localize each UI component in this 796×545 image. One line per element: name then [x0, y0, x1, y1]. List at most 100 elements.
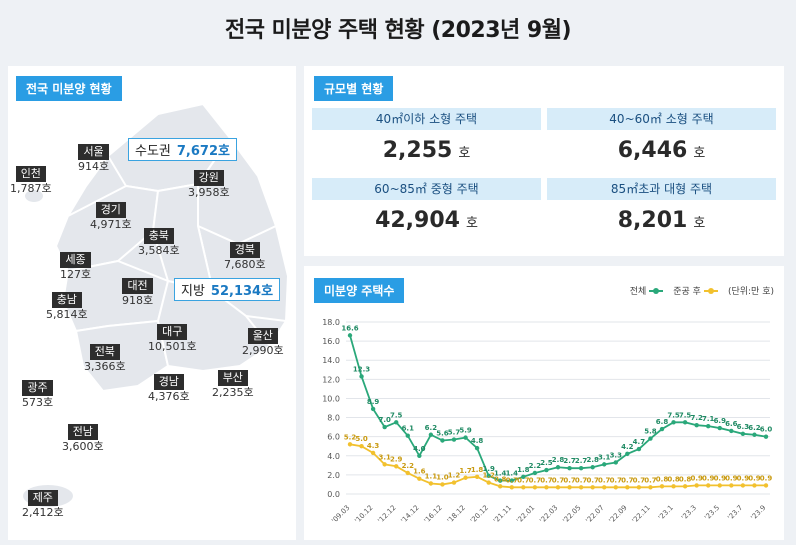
data-point	[405, 470, 410, 476]
region-jeju: 제주 2,412호	[22, 490, 64, 519]
data-label: 0.8	[656, 475, 669, 483]
page-title: 전국 미분양 주택 현황 (2023년 9월)	[224, 18, 572, 43]
data-point	[613, 460, 618, 465]
data-point	[763, 483, 769, 488]
data-point	[648, 485, 653, 490]
data-label: 6.2	[425, 424, 438, 432]
data-label: 6.0	[760, 426, 773, 434]
data-point	[347, 442, 353, 447]
data-point	[625, 451, 630, 457]
y-tick-label: 10.0	[322, 394, 340, 403]
data-point	[347, 333, 353, 338]
data-point	[740, 431, 746, 436]
x-tick-label: '22.07	[584, 504, 605, 525]
data-point	[428, 481, 434, 486]
data-point	[440, 482, 445, 487]
data-label: 6.3	[737, 423, 750, 431]
x-tick-label: '10.12	[353, 504, 374, 525]
x-tick-label: '18.12	[446, 504, 467, 525]
map-tab: 전국 미분양 현황	[16, 76, 122, 101]
data-label: 2.8	[552, 456, 565, 464]
data-point	[509, 485, 514, 490]
data-point	[578, 485, 584, 490]
data-label: 0.7	[506, 476, 519, 484]
data-label: 0.7	[575, 476, 588, 484]
data-label: 0.7	[529, 476, 542, 484]
data-label: 0.8	[494, 475, 507, 483]
x-tick-label: '12.12	[376, 504, 397, 525]
region-gyeongnam: 경남 4,376호	[148, 374, 190, 403]
x-tick-label: '20.12	[469, 504, 490, 525]
data-label: 6.1	[402, 425, 415, 433]
data-label: 6.9	[714, 417, 727, 425]
metro-area-box: 수도권 7,672호	[128, 138, 237, 161]
data-point	[590, 465, 595, 470]
data-label: 7.1	[702, 415, 715, 423]
data-point	[532, 485, 538, 490]
data-point	[682, 484, 688, 489]
data-label: 2.9	[390, 455, 403, 463]
data-point	[602, 462, 607, 467]
size-cell: 60~85㎡ 중형 주택 42,904 호	[312, 178, 541, 244]
data-label: 16.6	[341, 324, 358, 332]
data-point	[636, 446, 642, 452]
data-label: 2.7	[563, 457, 576, 465]
data-label: 0.9	[748, 474, 761, 482]
y-tick-label: 14.0	[322, 356, 340, 365]
data-point	[717, 425, 722, 431]
data-point	[382, 462, 387, 467]
data-point	[370, 450, 376, 456]
data-label: 0.7	[633, 476, 646, 484]
data-label: 0.9	[714, 474, 727, 482]
data-label: 1.4	[494, 470, 507, 478]
region-gangwon: 강원 3,958호	[188, 170, 230, 199]
data-label: 4.7	[633, 438, 646, 446]
x-tick-label: '22.01	[515, 504, 536, 525]
data-label: 0.7	[586, 476, 599, 484]
data-point	[671, 484, 676, 489]
data-label: 0.9	[760, 474, 773, 482]
data-label: 1.1	[425, 472, 438, 480]
data-label: 0.7	[552, 476, 565, 484]
data-point	[659, 484, 665, 489]
size-cell: 85㎡초과 대형 주택 8,201 호	[547, 178, 776, 244]
data-point	[451, 480, 457, 485]
data-point	[359, 444, 364, 449]
data-point	[729, 428, 734, 434]
y-tick-label: 2.0	[327, 471, 340, 480]
data-point	[474, 474, 480, 479]
region-seoul: 서울 914호	[78, 144, 110, 173]
data-label: 1.8	[517, 466, 530, 474]
data-point	[498, 478, 503, 483]
data-point	[428, 432, 434, 437]
data-point	[382, 424, 387, 430]
size-cell: 40㎡이하 소형 주택 2,255 호	[312, 108, 541, 174]
region-jeonbuk: 전북 3,366호	[84, 344, 126, 373]
chart-legend: 전체 준공 후 (단위:만 호)	[630, 284, 774, 297]
data-point	[359, 374, 364, 379]
y-tick-label: 4.0	[327, 452, 340, 461]
data-label: 4.2	[621, 443, 634, 451]
region-sejong: 세종 127호	[60, 252, 92, 281]
data-point	[648, 436, 653, 441]
data-label: 0.8	[667, 475, 680, 483]
region-jeonnam: 전남 3,600호	[62, 424, 104, 453]
y-tick-label: 6.0	[327, 433, 340, 442]
data-label: 7.5	[667, 411, 680, 419]
size-tab: 규모별 현황	[314, 76, 394, 101]
data-label: 1.6	[413, 468, 426, 476]
data-point	[694, 423, 699, 428]
data-label: 2.2	[529, 462, 542, 470]
x-tick-label: '21.11	[492, 504, 513, 525]
data-label: 0.9	[725, 474, 738, 482]
data-label: 0.9	[737, 474, 750, 482]
data-label: 3.3	[610, 451, 623, 459]
legend-unit: (단위:만 호)	[727, 287, 774, 297]
data-label: 5.0	[355, 435, 368, 443]
data-point	[706, 423, 711, 429]
korea-map-icon	[21, 102, 290, 509]
data-point	[486, 473, 491, 479]
region-incheon: 인천 1,787호	[10, 166, 52, 195]
region-daejeon: 대전 918호	[122, 278, 154, 307]
x-tick-label: '23.1	[657, 504, 675, 522]
